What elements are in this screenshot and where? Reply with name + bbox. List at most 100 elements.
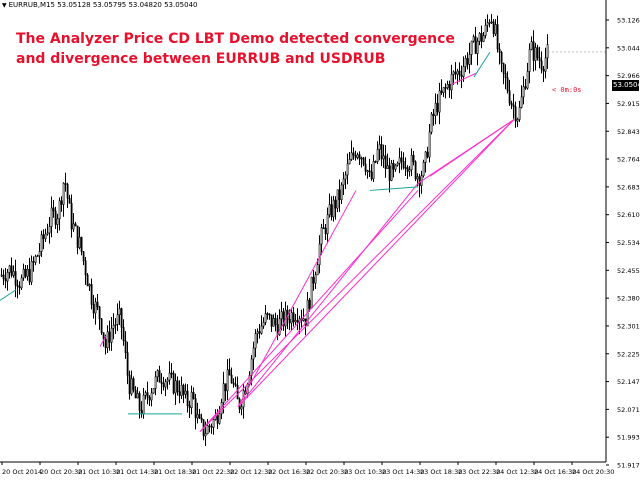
candle-body [184, 390, 187, 395]
candle-body [144, 392, 147, 396]
candle-body [468, 54, 471, 65]
candle-body [166, 379, 169, 383]
candle-body [480, 33, 483, 42]
candle-body [320, 227, 323, 245]
candle-body [426, 151, 429, 158]
price-tick-label: 52.45590 [617, 267, 640, 275]
candle-body [370, 171, 373, 180]
candle-body [266, 313, 269, 315]
candle-body [496, 24, 499, 50]
candle-body [358, 154, 361, 160]
bar-countdown-timer: < 0m:0s [552, 86, 582, 94]
candle-body [198, 414, 201, 419]
candle-body [442, 87, 445, 93]
candle-body [342, 178, 345, 186]
candle-body [460, 74, 463, 77]
candle-body [12, 271, 15, 276]
candle-body [26, 269, 29, 277]
candle-body [208, 425, 211, 427]
candle-body [352, 152, 355, 156]
candle-body [316, 264, 319, 276]
candle-body [86, 274, 89, 287]
candle-body [332, 199, 335, 218]
candle-body [524, 86, 527, 89]
candle-body [542, 68, 545, 72]
candle-body [104, 339, 107, 349]
candle-body [448, 84, 451, 91]
price-tick-label: 52.14780 [617, 378, 640, 386]
candle-body [412, 154, 415, 163]
candle-body [504, 72, 507, 79]
candle-body [148, 396, 151, 401]
candle-body [4, 278, 7, 282]
candle-body [28, 269, 31, 283]
candle-body [6, 272, 9, 282]
candle-body [432, 113, 435, 117]
candle-body [476, 40, 479, 54]
candle-body [302, 318, 305, 321]
time-tick-label: 21 Oct 14:30 [116, 468, 158, 476]
candle-body [122, 327, 125, 342]
candle-body [450, 73, 453, 91]
candle-body [344, 174, 347, 180]
candle-body [310, 276, 313, 309]
annotation-line-1: The Analyzer Price CD LBT Demo detected … [16, 31, 455, 47]
candle-body [216, 414, 219, 424]
candle-body [116, 314, 119, 325]
candle-body [386, 165, 389, 169]
candle-body [114, 324, 117, 326]
candle-body [168, 372, 171, 381]
candle-body [154, 376, 157, 389]
candle-body [294, 320, 297, 323]
candle-body [418, 176, 421, 186]
candle-body [462, 66, 465, 77]
time-tick-label: 21 Oct 10:30 [78, 468, 120, 476]
price-tick-label: 52.53440 [617, 239, 640, 247]
candle-body [536, 47, 539, 59]
time-tick-label: 23 Oct 18:30 [420, 468, 462, 476]
candle-body [348, 159, 351, 165]
candle-body [24, 268, 27, 277]
candle-body [180, 384, 183, 396]
candle-body [376, 149, 379, 162]
price-tick-label: 52.68320 [617, 183, 640, 191]
candle-body [130, 378, 133, 395]
candle-body [454, 71, 457, 75]
candle-body [52, 207, 55, 212]
candle-body [124, 340, 127, 353]
price-tick-label: 53.04400 [617, 44, 640, 52]
time-tick-label: 22 Oct 20:30 [306, 468, 348, 476]
collapse-triangle-icon[interactable]: ▼ [2, 2, 7, 9]
candle-body [430, 113, 433, 133]
candle-body [62, 183, 65, 205]
candle-body [390, 162, 393, 181]
time-tick-label: 22 Oct 16:30 [268, 468, 310, 476]
price-tick-label: 52.61040 [617, 211, 640, 219]
divergence-line [199, 190, 419, 432]
candle-body [54, 210, 57, 225]
candle-body [516, 119, 519, 122]
candle-body [256, 331, 259, 334]
candle-body [150, 392, 153, 401]
candle-body [0, 274, 3, 277]
candle-body [478, 33, 481, 42]
candle-body [382, 155, 385, 160]
price-tick-label: 52.30180 [617, 322, 640, 330]
candle-body [500, 52, 503, 64]
price-tick-label: 52.76400 [617, 156, 640, 164]
candle-body [446, 84, 449, 88]
candle-body [388, 165, 391, 181]
symbol-info-bar[interactable]: ▼ EURRUB,M15 53.05128 53.05795 53.04820 5… [2, 1, 198, 9]
candle-body [264, 313, 267, 323]
candle-body [90, 284, 93, 305]
candle-body [42, 234, 45, 240]
candle-body [230, 374, 233, 384]
candle-body [410, 154, 413, 171]
candle-body [314, 274, 317, 284]
price-tick-label: 52.07180 [617, 406, 640, 414]
candle-body [290, 312, 293, 324]
candle-body [142, 394, 145, 415]
candle-body [338, 189, 341, 201]
